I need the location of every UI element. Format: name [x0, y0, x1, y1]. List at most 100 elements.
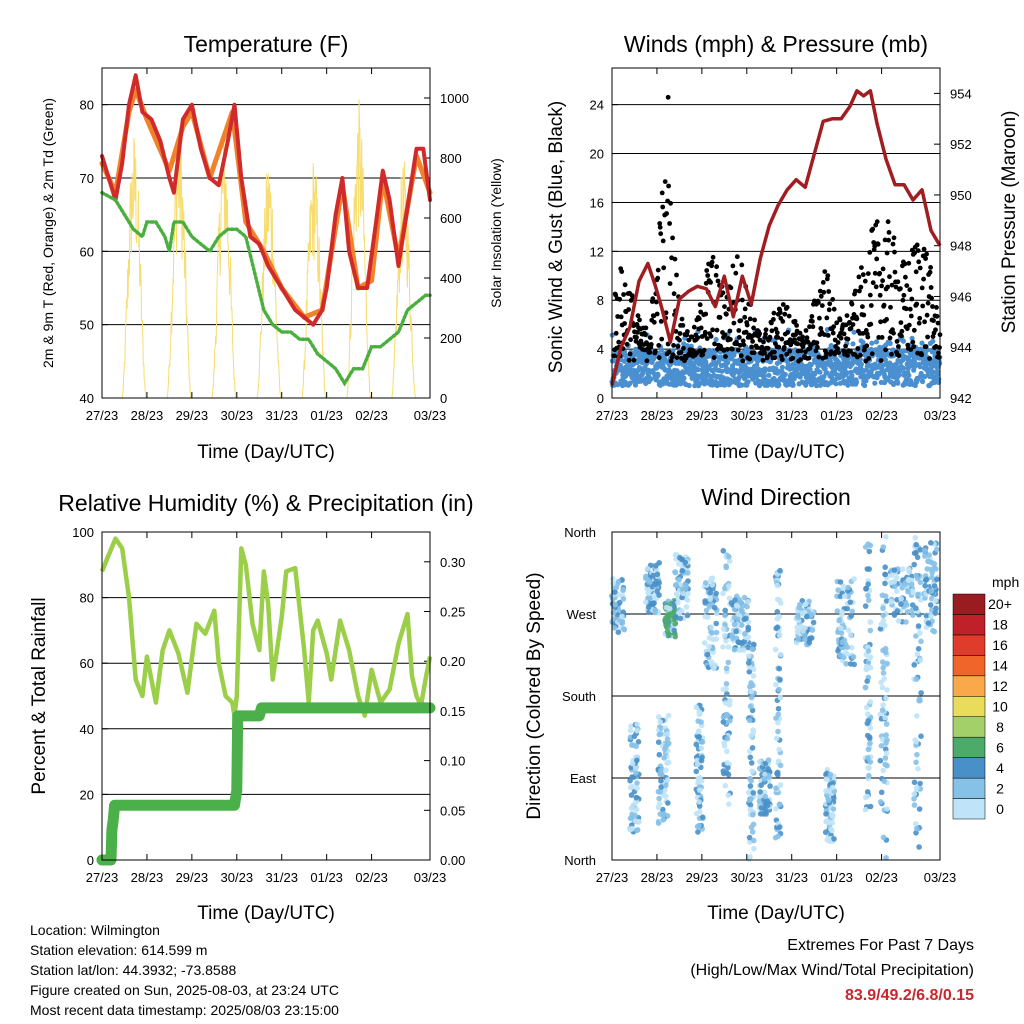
series-wind-direction — [609, 534, 941, 862]
gust-point — [626, 307, 631, 312]
direction-point — [918, 690, 924, 696]
direction-point — [915, 765, 921, 772]
direction-point — [772, 834, 779, 841]
sonic-wind-point — [779, 364, 786, 370]
direction-point — [750, 666, 757, 673]
gust-point — [738, 353, 744, 359]
direction-point — [880, 659, 886, 665]
gust-point — [916, 259, 922, 265]
x-tick-label: 27/23 — [86, 870, 119, 885]
direction-point — [867, 759, 874, 765]
y-tick-label: 60 — [80, 244, 94, 259]
direction-point — [794, 629, 801, 635]
direction-point — [663, 782, 669, 789]
winds-ylabel-left: Sonic Wind & Gust (Blue, Black) — [546, 101, 567, 373]
gust-point — [806, 355, 812, 361]
gust-point — [711, 355, 717, 360]
gust-point — [710, 327, 715, 333]
gust-point — [657, 221, 663, 226]
direction-point — [765, 757, 772, 763]
gust-point — [627, 351, 633, 357]
direction-point — [731, 621, 738, 628]
direction-point — [765, 765, 771, 772]
gust-point — [885, 284, 890, 290]
direction-point — [696, 799, 702, 805]
direction-point — [720, 590, 726, 597]
y2-tick-label: 600 — [440, 211, 462, 226]
direction-point — [672, 569, 678, 575]
x-tick-label: 27/23 — [86, 408, 119, 423]
direction-point — [917, 630, 923, 636]
direction-point — [880, 670, 887, 676]
direction-point — [898, 601, 904, 607]
sonic-wind-point — [849, 372, 855, 379]
sonic-wind-point — [725, 360, 731, 366]
direction-point — [882, 571, 889, 578]
direction-point — [916, 844, 922, 850]
gust-point — [886, 230, 892, 235]
direction-point — [914, 713, 920, 719]
gust-point — [671, 291, 677, 297]
direction-point — [633, 770, 639, 776]
direction-point — [682, 581, 688, 588]
gust-point — [617, 296, 623, 302]
direction-point — [838, 630, 845, 636]
gust-point — [722, 304, 727, 309]
gust-point — [826, 289, 832, 294]
gust-point — [728, 337, 733, 342]
gust-point — [919, 285, 925, 291]
series-2m-td — [100, 190, 432, 387]
direction-point — [724, 748, 730, 755]
gust-point — [681, 345, 686, 351]
colorbar-label: 20+ — [988, 596, 1012, 612]
gust-point — [907, 287, 913, 293]
direction-point — [917, 597, 924, 603]
direction-point — [724, 760, 731, 766]
direction-point — [707, 590, 714, 596]
gust-point — [831, 306, 837, 312]
colorbar-swatch — [952, 614, 986, 636]
gust-point — [858, 284, 864, 290]
direction-point — [611, 625, 618, 631]
x-tick-label: 28/23 — [131, 408, 164, 423]
gust-point — [710, 254, 716, 260]
y2-tick-label: 0.20 — [440, 654, 465, 669]
direction-point — [932, 610, 938, 616]
gust-point — [634, 335, 639, 340]
direction-point — [747, 802, 754, 808]
direction-point — [863, 585, 869, 592]
sonic-wind-point — [632, 382, 639, 388]
sonic-wind-point — [917, 364, 923, 370]
direction-point — [693, 768, 700, 775]
gust-point — [763, 331, 768, 337]
direction-point — [615, 578, 622, 585]
gust-point — [615, 314, 621, 319]
direction-point — [914, 554, 921, 561]
x-tick-label: 30/23 — [221, 408, 254, 423]
gust-point — [739, 262, 745, 268]
x-tick-label: 01/23 — [820, 870, 853, 885]
gust-point — [820, 280, 826, 285]
gust-point — [773, 326, 779, 332]
gust-point — [872, 270, 878, 276]
y-tick-label: 0 — [597, 391, 604, 406]
gust-point — [857, 288, 862, 294]
direction-point — [767, 783, 773, 789]
direction-point — [663, 767, 669, 773]
direction-point — [823, 776, 830, 782]
direction-point — [931, 583, 938, 589]
direction-point — [665, 613, 671, 619]
gust-point — [891, 330, 896, 336]
direction-point — [837, 579, 844, 585]
direction-point — [777, 762, 784, 769]
direction-point — [883, 534, 889, 540]
direction-point — [803, 601, 809, 607]
y2-tick-label: 954 — [950, 86, 972, 101]
direction-point — [749, 745, 756, 751]
direction-point — [654, 571, 661, 578]
gust-point — [713, 272, 719, 278]
direction-point — [884, 762, 890, 769]
extremes-title: Extremes For Past 7 Days — [787, 937, 974, 954]
gust-point — [927, 269, 933, 275]
gust-point — [666, 349, 672, 355]
